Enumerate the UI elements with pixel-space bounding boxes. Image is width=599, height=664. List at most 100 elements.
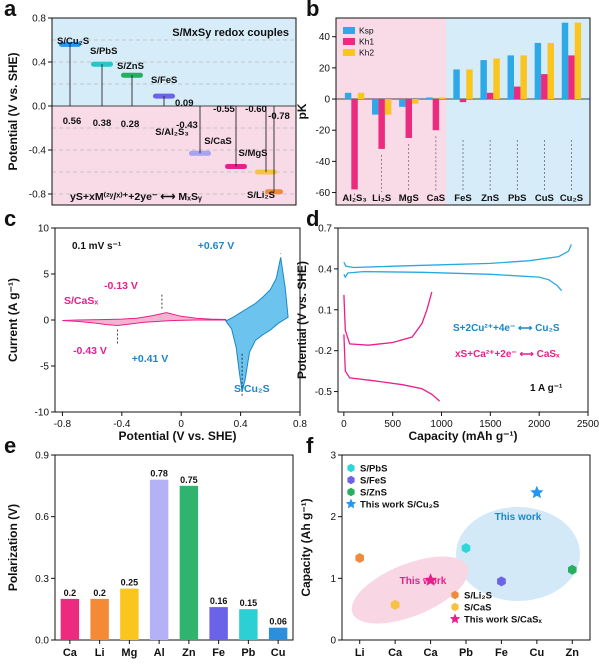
panel-b-bar-ksp [507,55,514,100]
panel-d-y-tick-label: 0.1 [318,305,332,316]
panel-f-this-work-ca-label: This work [400,576,447,587]
panel-e-bar [209,607,228,640]
panel-c-casx-label: S/CaSₓ [64,295,98,307]
panel-f-legend-marker [347,463,355,473]
panel-f-legend-label: This work S/CaSₓ [464,615,542,626]
panel-e-category-label: Fe [212,647,225,659]
panel-b-category-label: ZnS [481,193,499,204]
panel-f-legend-label: S/FeS [360,476,386,487]
panel-a-couple-label: S/Al₂S₃ [155,127,188,138]
panel-b-bar-kh2 [574,22,582,100]
panel-b-legend-label: Kh2 [359,48,374,58]
panel-e-value-label: 0.06 [269,617,287,627]
panel-e-bar [268,627,288,640]
panel-e-value-label: 0.2 [93,588,106,598]
panel-b-bar-kh2 [520,55,527,100]
panel-d-x-tick-label: 0 [341,419,347,430]
panel-f-point-hexagon [390,599,400,610]
panel-c-peak-label: -0.43 V [73,345,107,357]
panel-f-legend-label: S/PbS [360,464,387,475]
panel-d-cu-reaction: S+2Cu²⁺+4e⁻ ⟷ Cu₂S [453,323,560,334]
panel-f-point-star [530,485,544,499]
panel-b-bar-kh1 [351,99,358,190]
panel-f-category-label: Li [355,647,365,659]
panel-e-y-tick-label: 0.9 [35,451,49,462]
panel-b-bar-ksp [344,92,352,100]
panel-f-category-label: Zn [566,647,580,659]
panel-b-y-tick-label: 40 [319,32,331,43]
panel-f-legend-label: S/CaS [464,603,491,614]
panel-e-letter: e [4,433,16,458]
panel-b-bar-kh1 [513,86,521,100]
panel-f-point-hexagon [461,543,471,554]
panel-b-category-label: Cu₂S [560,193,583,204]
panel-c-y-axis-title: Current (A g⁻¹) [6,278,20,362]
panel-c-y-tick-label: -5 [40,362,49,373]
panel-e-value-label: 0.2 [64,588,77,598]
panel-d-x-tick-label: 1000 [430,419,453,430]
panel-f-legend-marker [451,590,459,600]
panel-f-y-axis-title: Capacity (Ah g⁻¹) [299,498,313,596]
panel-c-peak-label: +0.67 V [198,240,235,252]
panel-e-y-tick-label: 0.6 [35,512,49,523]
panel-b-legend-label: Ksp [359,26,374,36]
panel-a-couple-label: S/CaS [204,136,231,147]
panel-e-y-tick-label: 0.0 [35,636,49,647]
panel-c-y-tick-label: 10 [38,224,50,235]
panel-b-bar-ksp [426,97,433,100]
panel-b-bar-kh1 [378,99,385,149]
panel-b-category-label: CaS [427,193,445,204]
panel-f-point-hexagon [497,576,506,587]
panel-a-couple-label: S/FeS [151,75,177,86]
panel-d-x-tick-label: 2000 [528,419,551,430]
panel-f-legend-marker [451,602,459,612]
panel-c-y-tick-label: 0 [43,316,49,327]
panel-b-bar-kh2 [384,99,392,115]
panel-c-letter: c [4,206,16,231]
panel-b-y-tick-label: 20 [319,63,331,74]
panel-e-bar [120,588,139,640]
panel-a-value-label: 0.28 [121,119,140,130]
panel-f-point-hexagon [568,564,577,575]
panel-a-letter: a [4,0,17,21]
panel-e-category-label: Cu [271,647,286,659]
panel-a-couple-label: S/Li₂S [247,190,275,201]
panel-b-bar-ksp [534,42,542,100]
panel-c-y-tick-label: -10 [35,408,50,419]
panel-d-y-tick-label: -0.2 [315,346,333,357]
panel-e-category-label: Zn [182,647,196,659]
panel-f-point-star [423,573,438,586]
panel-d-gcd-curve [343,270,563,292]
panel-f-category-label: Ca [424,647,439,659]
panel-f-y-tick-label: 2 [330,512,336,523]
panel-b-y-tick-label: 0 [324,95,330,106]
panel-b-bar-ksp [399,99,406,107]
panel-e-bar [90,598,109,640]
panel-d-x-tick-label: 500 [384,419,401,430]
panel-c-x-tick-label: -0.4 [113,419,131,430]
panel-f-category-label: Ca [388,647,403,659]
panel-b-bar-ksp [561,22,569,100]
panel-a-negative-region [52,106,296,205]
panel-c-x-tick-label: 0 [178,419,184,430]
panel-a-equation: yS+xM⁽²ʸ/ˣ⁾⁺+2ye⁻ ⟷ MₓSᵧ [70,191,202,203]
panel-b-bar-kh1 [568,55,575,100]
panel-b-bar-ksp [480,60,487,100]
panel-a-couple-label: S/MgS [238,148,267,159]
panel-b-bar-kh2 [493,58,500,100]
panel-e-value-label: 0.78 [150,469,168,479]
panel-e-category-label: Al [154,647,165,659]
panel-a-y-tick-label: 0.4 [32,58,46,69]
panel-e-y-tick-label: 0.3 [35,574,49,585]
panel-f-this-work-cu-label: This work [495,512,542,523]
panel-b-bar-kh1 [432,99,440,131]
panel-d-gcd-curve [343,334,441,402]
panel-b-category-label: Al₂S₃ [342,193,366,204]
panel-e-category-label: Pb [241,647,255,659]
panel-f-legend-marker [345,498,357,509]
panel-d-x-axis-title: Capacity (mAh g⁻¹) [408,429,517,443]
panel-c-cv-curve-casx [62,312,227,327]
panel-a-title: S/MxSy redox couples [172,27,289,39]
panel-f-letter: f [306,433,314,458]
